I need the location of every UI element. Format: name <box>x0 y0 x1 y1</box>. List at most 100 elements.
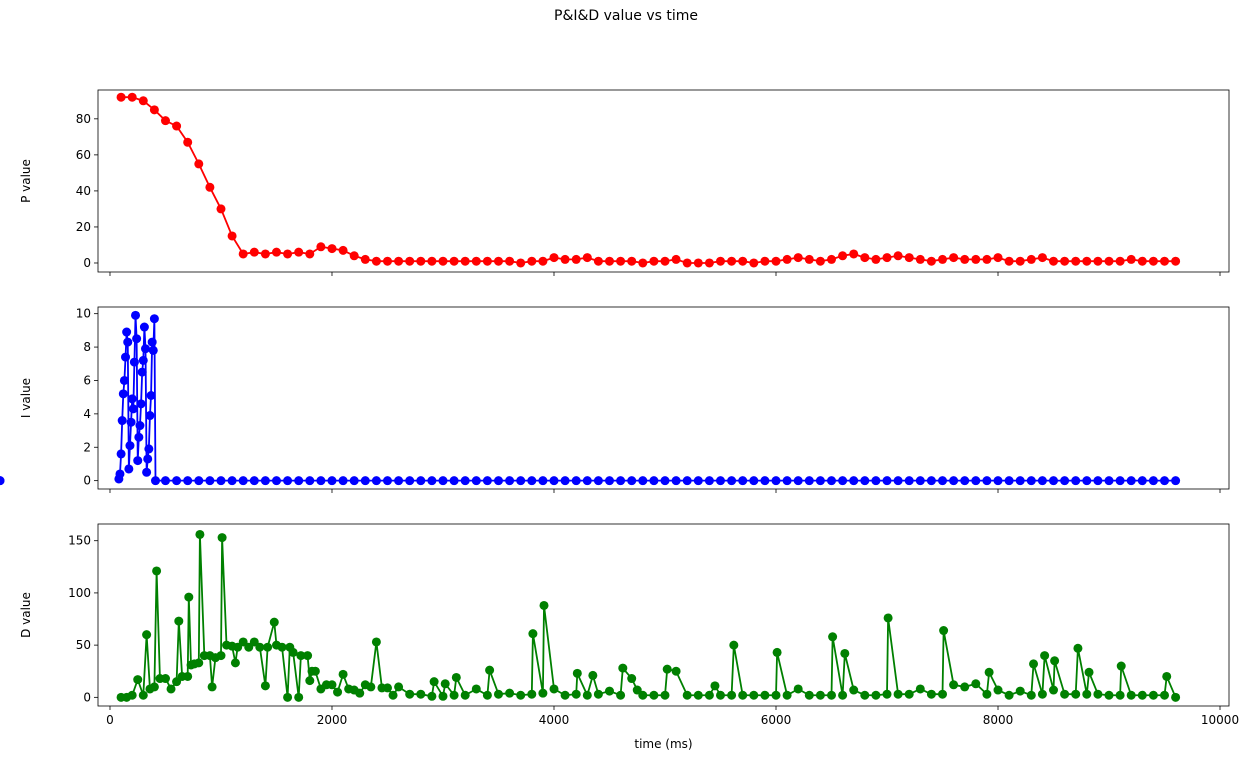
data-point <box>438 256 448 266</box>
data-point <box>174 616 184 626</box>
data-point <box>849 249 859 259</box>
data-point <box>1148 476 1158 486</box>
data-point <box>993 253 1003 263</box>
data-point <box>405 689 415 699</box>
data-point <box>782 254 792 264</box>
x-tick-label: 4000 <box>539 713 570 727</box>
data-point <box>388 690 398 700</box>
data-point <box>760 476 770 486</box>
axes-frame <box>97 306 1230 490</box>
data-point <box>147 337 157 347</box>
data-point <box>727 690 737 700</box>
data-point <box>749 476 759 486</box>
data-point <box>144 444 154 454</box>
data-point <box>1126 254 1136 264</box>
data-point <box>838 690 848 700</box>
data-point <box>604 686 614 696</box>
data-point <box>371 256 381 266</box>
data-point <box>772 647 782 657</box>
data-point <box>1160 476 1170 486</box>
y-axis-label: P value <box>19 159 33 203</box>
data-point <box>271 247 281 257</box>
data-point <box>749 690 759 700</box>
data-point <box>738 476 748 486</box>
data-point <box>516 690 526 700</box>
data-point <box>129 357 139 367</box>
data-point <box>316 476 326 486</box>
data-point <box>125 441 135 451</box>
data-point <box>1004 690 1014 700</box>
data-point <box>804 476 814 486</box>
data-point <box>138 96 148 106</box>
data-point <box>146 390 156 400</box>
data-point <box>893 251 903 261</box>
data-point <box>263 642 273 652</box>
data-point <box>145 411 155 421</box>
data-point <box>394 256 404 266</box>
data-point <box>216 651 226 661</box>
data-point <box>860 690 870 700</box>
data-point <box>505 688 515 698</box>
data-point <box>310 666 320 676</box>
data-point <box>771 256 781 266</box>
y-tick-label: 2 <box>83 440 91 454</box>
data-point <box>538 688 548 698</box>
data-point <box>382 476 392 486</box>
data-point <box>527 256 537 266</box>
data-point <box>960 254 970 264</box>
data-point <box>471 684 481 694</box>
data-point <box>160 674 170 684</box>
data-point <box>1160 256 1170 266</box>
data-point <box>305 249 315 259</box>
data-point <box>1026 476 1036 486</box>
data-point <box>1171 476 1181 486</box>
data-point <box>971 679 981 689</box>
data-point <box>660 476 670 486</box>
data-point <box>294 247 304 257</box>
data-point <box>1137 256 1147 266</box>
data-point <box>371 476 381 486</box>
data-point <box>1040 651 1050 661</box>
data-point <box>1171 692 1181 702</box>
y-tick-label: 4 <box>83 407 91 421</box>
data-point <box>460 256 470 266</box>
data-point <box>116 92 126 102</box>
data-point <box>671 666 681 676</box>
data-point <box>429 677 439 687</box>
data-point <box>926 689 936 699</box>
data-point <box>1093 256 1103 266</box>
axes-frame <box>97 523 1230 707</box>
data-point <box>738 256 748 266</box>
data-point <box>207 682 217 692</box>
data-point <box>915 476 925 486</box>
data-point <box>715 256 725 266</box>
figure-title: P&I&D value vs time <box>554 8 698 24</box>
data-point <box>627 674 637 684</box>
data-point <box>549 476 559 486</box>
data-point <box>124 464 134 474</box>
series-line <box>117 315 1176 482</box>
data-point <box>405 476 415 486</box>
data-point <box>571 254 581 264</box>
data-point <box>715 476 725 486</box>
data-point <box>1084 667 1094 677</box>
data-point <box>217 533 227 543</box>
data-point <box>860 253 870 263</box>
data-point <box>449 476 459 486</box>
data-point <box>135 421 145 431</box>
data-point <box>449 690 459 700</box>
data-point <box>1015 476 1025 486</box>
data-point <box>138 690 148 700</box>
data-point <box>893 476 903 486</box>
data-point <box>604 256 614 266</box>
data-point <box>849 476 859 486</box>
data-point <box>134 432 144 442</box>
data-point <box>303 651 313 661</box>
data-point <box>982 254 992 264</box>
data-point <box>572 668 582 678</box>
data-point <box>649 256 659 266</box>
data-point <box>593 256 603 266</box>
data-point <box>148 345 158 355</box>
data-point <box>119 375 129 385</box>
data-point <box>471 476 481 486</box>
